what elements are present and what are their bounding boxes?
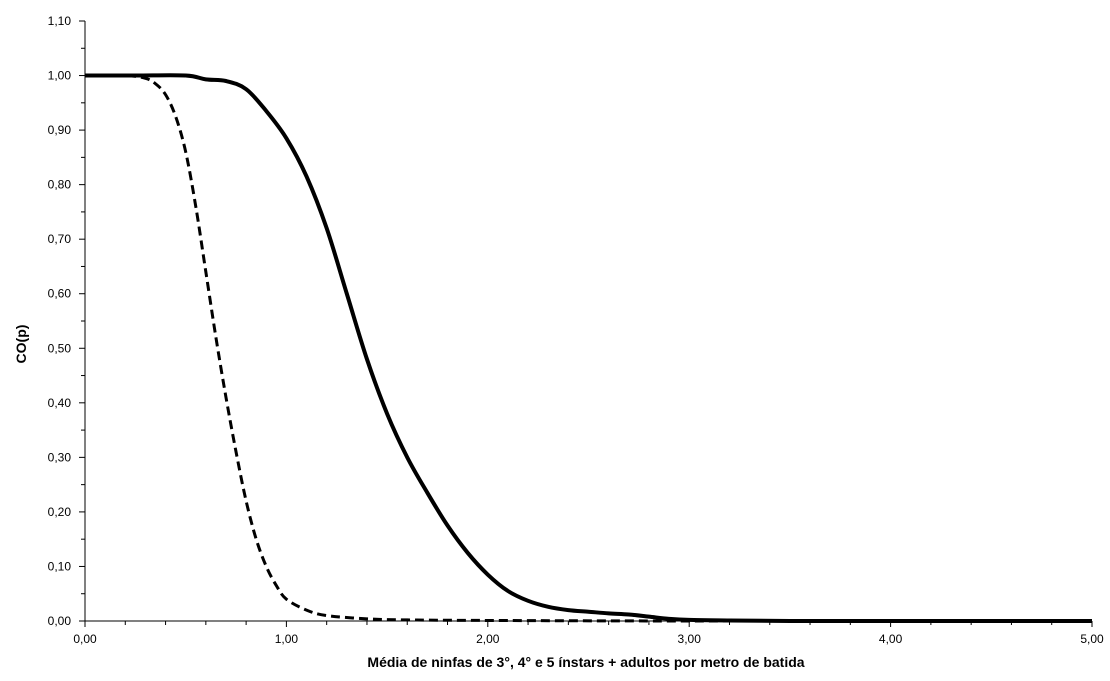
- y-tick-label: 0,80: [48, 178, 72, 192]
- y-tick-label: 0,60: [48, 287, 72, 301]
- y-tick-label: 0,50: [48, 341, 72, 355]
- x-tick-label: 5,00: [1080, 632, 1104, 646]
- y-tick-label: 0,30: [48, 450, 72, 464]
- x-tick-label: 4,00: [879, 632, 903, 646]
- dashed-series-line: [84, 73, 1093, 623]
- y-axis-title: CO(p): [13, 325, 29, 364]
- y-tick-label: 1,00: [48, 69, 72, 83]
- x-tick-label: 1,00: [275, 632, 299, 646]
- series-layer: [84, 73, 1093, 624]
- y-tick-label: 0,40: [48, 396, 72, 410]
- y-tick-label: 0,00: [48, 614, 72, 628]
- x-tick-label: 2,00: [476, 632, 500, 646]
- x-tick-label: 0,00: [73, 632, 97, 646]
- y-tick-label: 0,70: [48, 232, 72, 246]
- y-tick-label: 0,20: [48, 505, 72, 519]
- axes: [84, 21, 1092, 622]
- ticks: [79, 20, 1093, 627]
- y-tick-label: 0,10: [48, 559, 72, 573]
- y-tick-label: 1,10: [48, 14, 72, 28]
- x-tick-label: 3,00: [678, 632, 702, 646]
- y-tick-label: 0,90: [48, 123, 72, 137]
- x-axis-title: Média de ninfas de 3°, 4° e 5 ínstars + …: [367, 654, 804, 670]
- solid-series-line: [84, 73, 1092, 624]
- tick-labels: 0,00 0,10 0,20 0,30 0,40 0,50 0,60 0,70 0,80 0,90…: [48, 14, 1104, 646]
